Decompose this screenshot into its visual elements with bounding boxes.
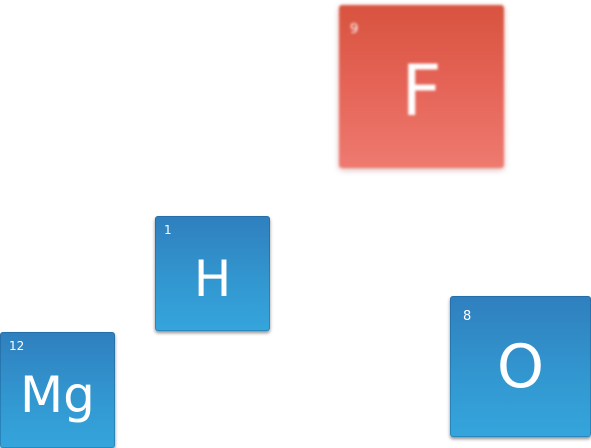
atomic-number: 12 xyxy=(9,339,25,353)
atomic-number: 1 xyxy=(164,223,172,237)
element-symbol: F xyxy=(401,50,442,132)
element-tile-hydrogen[interactable]: 1 H xyxy=(155,216,270,331)
atomic-number: 9 xyxy=(350,22,359,37)
element-symbol: Mg xyxy=(20,366,95,424)
element-symbol: O xyxy=(496,332,545,402)
element-tile-oxygen[interactable]: 8 O xyxy=(450,296,591,437)
element-tile-magnesium[interactable]: 12 Mg xyxy=(0,332,115,448)
atomic-number: 8 xyxy=(463,309,472,324)
element-tile-fluorine[interactable]: 9 F xyxy=(339,5,504,168)
element-symbol: H xyxy=(193,250,232,308)
